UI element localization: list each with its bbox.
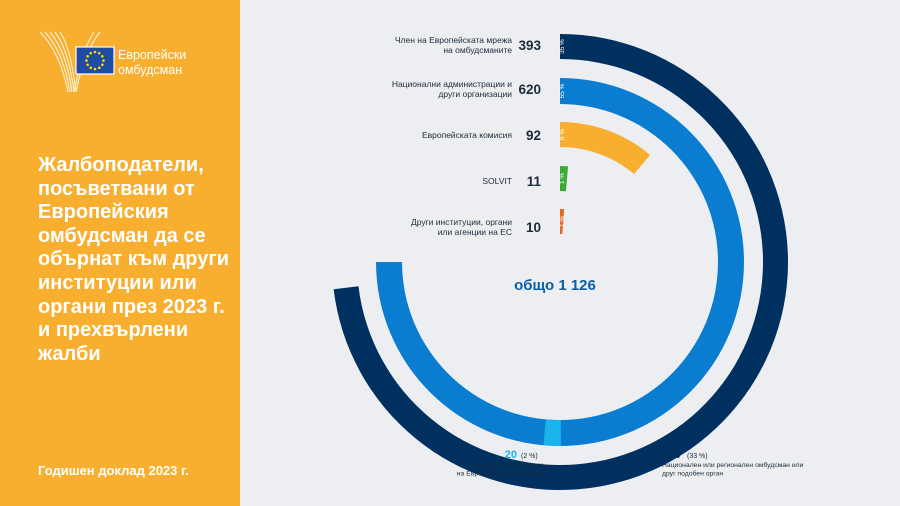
flag-star-icon bbox=[102, 59, 105, 62]
chart-area: Член на Европейската мрежа на омбудсманит… bbox=[240, 0, 900, 506]
transferred-label: друг подобен орган bbox=[662, 470, 723, 478]
page-title: Жалбоподатели, посъветвани от Европейски… bbox=[38, 154, 229, 365]
brand-line2: омбудсман bbox=[118, 63, 183, 77]
transferred-percent: (2 %) bbox=[521, 453, 538, 460]
flag-star-icon bbox=[97, 51, 101, 55]
category-percent: 35 % bbox=[559, 39, 566, 54]
category-percent: 1 % bbox=[559, 216, 566, 227]
flag-star-icon bbox=[89, 51, 93, 55]
category-label: или агенции на ЕС bbox=[438, 227, 512, 237]
category-value: 393 bbox=[518, 38, 541, 53]
flag-star-icon bbox=[85, 59, 88, 62]
flag-star-icon bbox=[86, 63, 89, 67]
transferred-label: Комисията по петиции bbox=[472, 462, 543, 469]
transferred-value: 20 bbox=[505, 449, 517, 461]
bar-5 bbox=[560, 209, 565, 235]
category-value: 11 bbox=[527, 174, 542, 189]
flag-star-icon bbox=[93, 50, 97, 54]
category-value: 620 bbox=[518, 82, 541, 97]
transferred-item: 373 (33 %)Национален или регионален омбуд… bbox=[662, 449, 804, 478]
flag-star-icon bbox=[86, 54, 89, 58]
category-label: Други институции, органи bbox=[411, 217, 512, 227]
category-label: други организации bbox=[438, 89, 512, 99]
category-percent: 55 % bbox=[559, 83, 566, 98]
flag-star-icon bbox=[93, 67, 97, 71]
bar-3 bbox=[560, 122, 651, 174]
category-value: 92 bbox=[526, 128, 541, 143]
report-footer: Годишен доклад 2023 г. bbox=[38, 463, 189, 478]
transferred-label: Национален или регионален омбудсман или bbox=[662, 461, 804, 469]
flag-star-icon bbox=[89, 66, 93, 70]
flag-star-icon bbox=[101, 54, 104, 58]
transferred-bar-1 bbox=[543, 419, 561, 447]
brand-line1: Европейски bbox=[118, 48, 187, 62]
sidebar: Европейски омбудсман Жалбоподатели, посъ… bbox=[0, 0, 240, 506]
category-label: Член на Европейската мрежа bbox=[395, 35, 512, 45]
category-percent: 1 % bbox=[559, 173, 566, 184]
transferred-value: 373 bbox=[662, 449, 680, 461]
category-percent: 8 % bbox=[559, 129, 566, 140]
transferred-percent: (33 %) bbox=[687, 453, 708, 460]
flag-star-icon bbox=[101, 63, 104, 67]
brand-name: Европейски омбудсман bbox=[118, 48, 186, 78]
category-label: Европейската комисия bbox=[422, 130, 512, 140]
category-value: 10 bbox=[526, 220, 541, 235]
category-label: Национални администрации и bbox=[392, 79, 512, 89]
category-label: SOLVIT bbox=[482, 176, 512, 186]
transferred-label: на Европейския парламент bbox=[457, 470, 543, 478]
bar-4 bbox=[560, 166, 569, 192]
category-label: на омбудсманите bbox=[443, 45, 512, 55]
flag-star-icon bbox=[97, 66, 101, 70]
european-ombudsman-logo bbox=[39, 31, 115, 93]
total-label: общо 1 126 bbox=[514, 277, 596, 294]
